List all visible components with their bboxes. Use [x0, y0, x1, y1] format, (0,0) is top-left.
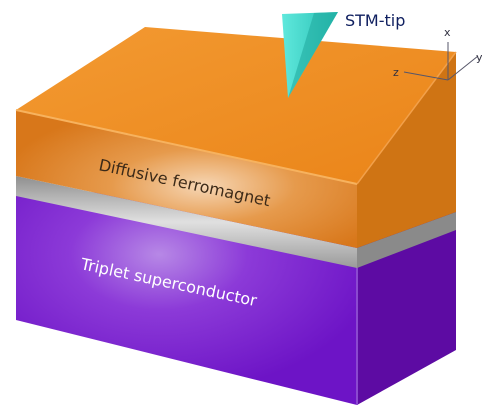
- y-axis-line: [447, 55, 479, 81]
- ferromagnet-right-edge: [356, 51, 457, 185]
- stm-tip-label: STM-tip: [345, 11, 405, 30]
- ferromagnet-front-edge: [15, 109, 358, 185]
- ferromagnet-layer: [15, 27, 457, 248]
- interface-front-face: [16, 176, 357, 268]
- ferromagnet-side-face: [357, 52, 456, 248]
- interface-layer: [16, 176, 456, 268]
- z-axis-line: [403, 71, 449, 81]
- ferromagnet-top-face: [16, 27, 456, 184]
- interface-side-face: [357, 212, 456, 268]
- stm-tip-shade: [288, 12, 338, 98]
- coordinate-axes: [403, 42, 479, 81]
- ferromagnet-front-face: [16, 110, 357, 248]
- z-axis-label: z: [393, 66, 399, 79]
- stm-tip: [282, 12, 338, 98]
- y-axis-label: y: [476, 51, 482, 64]
- x-axis-label: x: [444, 26, 451, 39]
